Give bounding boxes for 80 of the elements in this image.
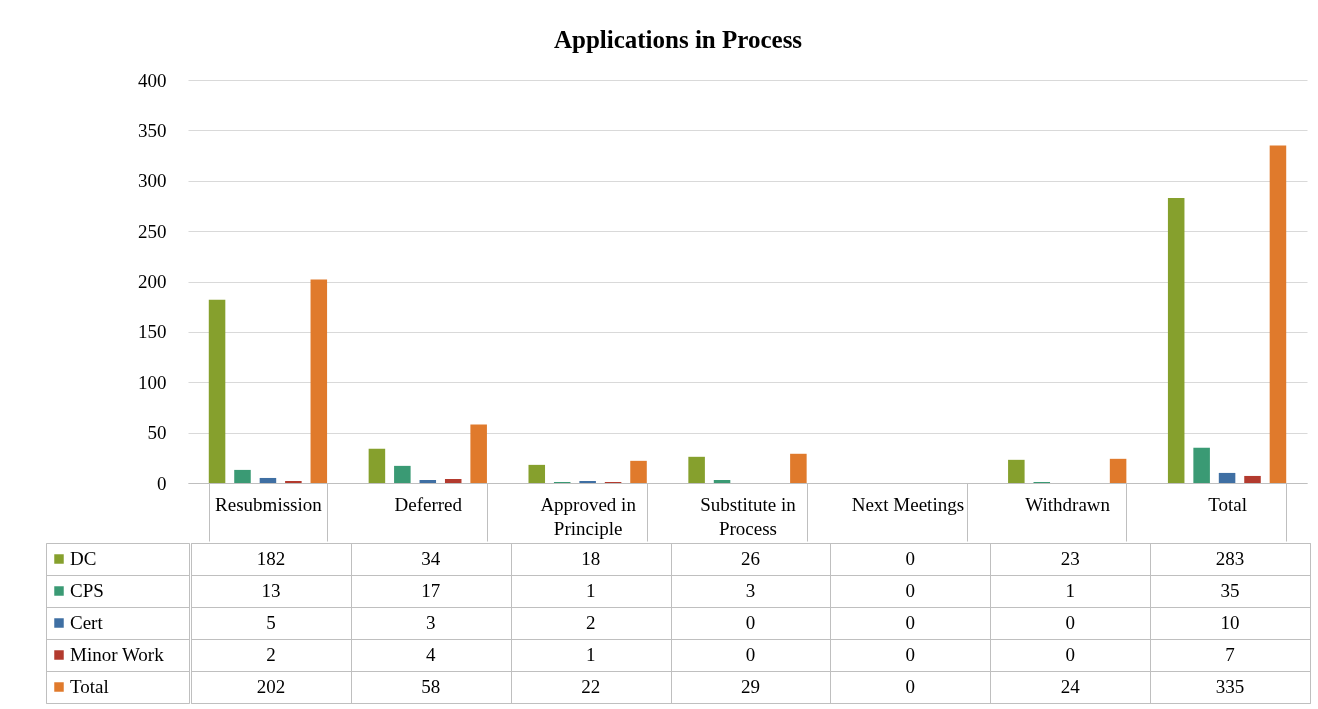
legend-label: Cert [70, 612, 104, 633]
bar [234, 469, 251, 483]
y-tick-label: 400 [138, 69, 167, 91]
data-label: 0 [905, 612, 916, 633]
y-tick-label: 350 [138, 119, 167, 141]
y-tick-label: 200 [138, 271, 167, 292]
bar [208, 299, 226, 483]
legend-label: Minor Work [70, 644, 165, 665]
y-tick-label: 250 [138, 220, 167, 242]
x-tick-label: Resubmission [215, 493, 323, 515]
x-tick-label: Withdrawn [1025, 493, 1111, 515]
legend-label: DC [70, 548, 97, 569]
data-label: 10 [1220, 612, 1240, 633]
data-label: 17 [421, 580, 441, 601]
bar [630, 460, 647, 483]
legend-label: Total [70, 676, 109, 697]
bar [713, 479, 731, 483]
bar [528, 464, 546, 483]
x-tick-label: Total [1208, 493, 1247, 515]
data-label: 0 [1065, 612, 1075, 633]
data-label: 26 [741, 548, 760, 569]
bar [310, 279, 328, 483]
bar [368, 448, 386, 483]
data-label: 34 [421, 548, 441, 569]
bar [419, 479, 437, 483]
bar [394, 465, 411, 483]
bar [444, 478, 462, 483]
data-label: 13 [261, 580, 281, 601]
bar [790, 453, 807, 483]
bar [1244, 475, 1261, 483]
data-label: 283 [1215, 548, 1245, 569]
data-label: 7 [1225, 644, 1235, 665]
data-label: 0 [905, 580, 916, 601]
y-tick-label: 50 [147, 422, 167, 444]
data-label: 18 [581, 548, 601, 569]
data-label: 0 [745, 612, 756, 633]
data-label: 3 [426, 612, 436, 633]
y-tick-label: 300 [138, 170, 167, 192]
bar [285, 480, 302, 483]
x-tick-label: Next Meetings [851, 493, 965, 515]
data-label: 0 [905, 644, 916, 665]
bar [259, 477, 277, 483]
data-label: 35 [1220, 580, 1240, 601]
data-label: 29 [741, 676, 760, 697]
x-tick-label: Substitute in Process [700, 493, 797, 539]
x-tick-label: Approved in Principle [540, 493, 637, 539]
data-label: 22 [581, 676, 601, 697]
data-label: 0 [1065, 644, 1075, 665]
legend-label: CPS [70, 580, 104, 601]
bar [1218, 472, 1236, 483]
chart-title: Applications in Process [553, 26, 803, 53]
bar [688, 456, 705, 483]
bar [1269, 145, 1287, 483]
data-label: 58 [421, 676, 441, 697]
bar [1193, 447, 1210, 483]
data-label: 5 [266, 612, 276, 633]
data-label: 2 [585, 612, 596, 633]
data-label: 3 [745, 580, 756, 601]
data-label: 0 [905, 676, 916, 697]
data-label: 1 [1065, 580, 1075, 601]
data-label: 1 [585, 644, 596, 665]
data-label: 0 [745, 644, 756, 665]
bar [1008, 459, 1025, 483]
data-label: 1 [585, 580, 596, 601]
data-label: 202 [256, 676, 286, 697]
y-tick-label: 100 [138, 371, 167, 393]
data-label: 2 [266, 644, 276, 665]
bar [470, 424, 487, 483]
y-tick-label: 0 [157, 472, 167, 494]
x-tick-label: Deferred [394, 493, 463, 515]
bar [1109, 458, 1127, 483]
y-tick-label: 150 [138, 321, 167, 343]
data-label: 335 [1215, 676, 1245, 697]
bar [579, 480, 596, 483]
data-label: 24 [1060, 676, 1081, 697]
data-label: 0 [905, 548, 916, 569]
bar [1167, 197, 1185, 483]
data-label: 182 [256, 548, 286, 569]
data-label: 4 [426, 644, 437, 665]
data-label: 23 [1060, 548, 1080, 569]
